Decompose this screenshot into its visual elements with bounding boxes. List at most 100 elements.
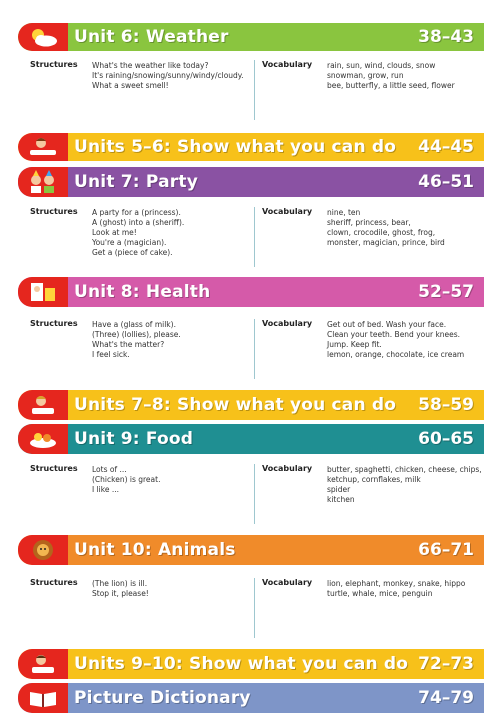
review-title: Units 5–6: Show what you can do xyxy=(74,137,397,157)
lion-icon xyxy=(33,540,53,560)
vocabulary-line: Jump. Keep fit. xyxy=(327,340,382,349)
structures-label: Structures xyxy=(30,207,78,216)
structures-list: What's the weather like today? It's rain… xyxy=(92,61,252,91)
unit-7-content: Structures A party for a (princess). A (… xyxy=(18,205,484,267)
vocabulary-line: rain, sun, wind, clouds, snow xyxy=(327,61,436,70)
structure-line: What a sweet smell! xyxy=(92,81,169,90)
unit-6-content: Structures What's the weather like today… xyxy=(18,58,484,120)
unit-9-header: Unit 9: Food 60–65 xyxy=(18,424,484,454)
structure-line: (The lion) is ill. xyxy=(92,579,148,588)
structures-label: Structures xyxy=(30,319,78,328)
vocabulary-list: nine, ten sheriff, princess, bear, clown… xyxy=(327,208,487,248)
bathroom-icon xyxy=(31,283,55,301)
vocabulary-list: rain, sun, wind, clouds, snow snowman, g… xyxy=(327,61,487,91)
vocabulary-line: clown, crocodile, ghost, frog, xyxy=(327,228,436,237)
dictionary-badge xyxy=(18,683,68,713)
review-pages: 72–73 xyxy=(418,654,474,674)
unit-8-content: Structures Have a (glass of milk). (Thre… xyxy=(18,317,484,379)
weather-badge xyxy=(18,23,68,51)
structure-line: (Chicken) is great. xyxy=(92,475,161,484)
vocabulary-line: snowman, grow, run xyxy=(327,71,404,80)
structure-line: I like ... xyxy=(92,485,119,494)
unit-pages: 46–51 xyxy=(418,172,474,192)
book-icon xyxy=(30,692,56,707)
vocabulary-line: bee, butterfly, a little seed, flower xyxy=(327,81,455,90)
unit-9-content: Structures Lots of ... (Chicken) is grea… xyxy=(18,462,484,524)
column-divider xyxy=(254,578,255,638)
structure-line: Have a (glass of milk). xyxy=(92,320,176,329)
vocabulary-line: sheriff, princess, bear, xyxy=(327,218,411,227)
unit-10-header: Unit 10: Animals 66–71 xyxy=(18,535,484,565)
vocabulary-line: lion, elephant, monkey, snake, hippo xyxy=(327,579,466,588)
unit-7-header: Unit 7: Party 46–51 xyxy=(18,167,484,197)
unit-pages: 52–57 xyxy=(418,282,474,302)
unit-10-content: Structures (The lion) is ill. Stop it, p… xyxy=(18,576,484,638)
vocabulary-line: kitchen xyxy=(327,495,355,504)
unit-title: Unit 6: Weather xyxy=(74,27,229,47)
structures-list: A party for a (princess). A (ghost) into… xyxy=(92,208,252,258)
unit-8-header: Unit 8: Health 52–57 xyxy=(18,277,484,307)
structure-line: I feel sick. xyxy=(92,350,130,359)
vocabulary-list: Get out of bed. Wash your face. Clean yo… xyxy=(327,320,487,360)
unit-title: Unit 9: Food xyxy=(74,429,194,449)
review-9-10-header: Units 9–10: Show what you can do 72–73 xyxy=(18,649,484,679)
vocabulary-label: Vocabulary xyxy=(262,207,313,216)
girl-reading-icon xyxy=(32,396,54,414)
review-7-8-header: Units 7–8: Show what you can do 58–59 xyxy=(18,390,484,420)
vocabulary-line: Get out of bed. Wash your face. xyxy=(327,320,447,329)
review-title: Units 9–10: Show what you can do xyxy=(74,654,409,674)
unit-pages: 66–71 xyxy=(418,540,474,560)
unit-pages: 38–43 xyxy=(418,27,474,47)
review-title: Units 7–8: Show what you can do xyxy=(74,395,397,415)
health-badge xyxy=(18,277,68,307)
structures-list: Have a (glass of milk). (Three) (lollies… xyxy=(92,320,252,360)
structure-line: Lots of ... xyxy=(92,465,127,474)
structure-line: What's the weather like today? xyxy=(92,61,209,70)
animals-badge xyxy=(18,535,68,565)
picture-dictionary-header: Picture Dictionary 74–79 xyxy=(18,683,484,713)
column-divider xyxy=(254,60,255,120)
cloud-sun-icon xyxy=(32,29,57,47)
food-badge xyxy=(18,424,68,454)
vocabulary-list: lion, elephant, monkey, snake, hippo tur… xyxy=(327,579,487,599)
unit-pages: 60–65 xyxy=(418,429,474,449)
review-badge xyxy=(18,133,68,161)
structures-label: Structures xyxy=(30,60,78,69)
structures-list: (The lion) is ill. Stop it, please! xyxy=(92,579,252,599)
structure-line: Stop it, please! xyxy=(92,589,149,598)
structures-label: Structures xyxy=(30,578,78,587)
structure-line: What's the matter? xyxy=(92,340,165,349)
unit-6-header: Unit 6: Weather 38–43 xyxy=(18,23,484,51)
review-5-6-header: Units 5–6: Show what you can do 44–45 xyxy=(18,133,484,161)
structure-line: You're a (magician). xyxy=(92,238,167,247)
structures-label: Structures xyxy=(30,464,78,473)
vocabulary-line: monster, magician, prince, bird xyxy=(327,238,445,247)
structure-line: (Three) (lollies), please. xyxy=(92,330,181,339)
vocabulary-line: nine, ten xyxy=(327,208,361,217)
review-badge xyxy=(18,649,68,679)
vocabulary-line: spider xyxy=(327,485,351,494)
unit-title: Unit 8: Health xyxy=(74,282,211,302)
vocabulary-label: Vocabulary xyxy=(262,319,313,328)
dictionary-pages: 74–79 xyxy=(418,688,474,708)
vocabulary-label: Vocabulary xyxy=(262,60,313,69)
girl-table-icon xyxy=(30,138,56,155)
column-divider xyxy=(254,207,255,267)
structure-line: Look at me! xyxy=(92,228,137,237)
vocabulary-line: ketchup, cornflakes, milk xyxy=(327,475,421,484)
party-badge xyxy=(18,167,68,197)
dictionary-title: Picture Dictionary xyxy=(74,688,251,708)
column-divider xyxy=(254,464,255,524)
structure-line: It's raining/snowing/sunny/windy/cloudy. xyxy=(92,71,244,80)
structures-list: Lots of ... (Chicken) is great. I like .… xyxy=(92,465,252,495)
food-icon xyxy=(30,433,56,448)
structure-line: A (ghost) into a (sheriff). xyxy=(92,218,185,227)
vocabulary-label: Vocabulary xyxy=(262,578,313,587)
review-badge xyxy=(18,390,68,420)
structure-line: A party for a (princess). xyxy=(92,208,181,217)
vocabulary-list: butter, spaghetti, chicken, cheese, chip… xyxy=(327,465,487,505)
vocabulary-line: butter, spaghetti, chicken, cheese, chip… xyxy=(327,465,482,474)
boy-reading-icon xyxy=(32,655,54,673)
vocabulary-line: lemon, orange, chocolate, ice cream xyxy=(327,350,465,359)
unit-title: Unit 7: Party xyxy=(74,172,198,192)
